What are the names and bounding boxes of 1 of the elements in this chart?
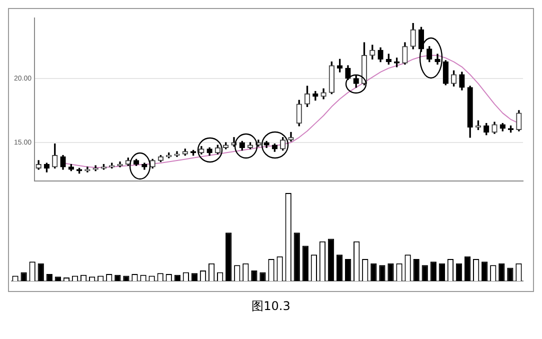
- caption: 图10.3: [250, 298, 292, 315]
